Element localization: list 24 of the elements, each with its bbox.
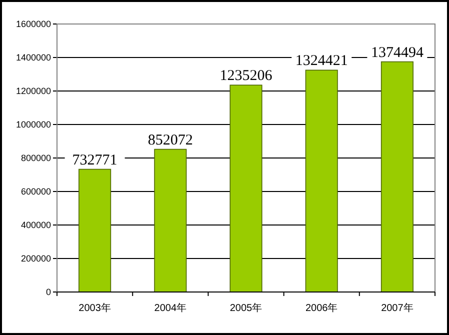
data-label: 732771 [72,152,118,168]
data-label: 1374494 [370,44,424,61]
x-tick-label: 2003年 [78,302,111,314]
y-tick-label: 1600000 [16,19,51,29]
data-label: 1324421 [295,53,348,70]
bar [380,61,414,292]
bar [154,148,187,292]
x-tick-label: 2007年 [381,302,414,314]
y-tick-label: 1200000 [16,86,51,96]
data-label: 852072 [148,132,193,148]
data-label: 1235206 [220,68,273,84]
y-tick-label: 1400000 [16,52,51,62]
bar [230,84,262,292]
y-tick-label: 0 [46,287,51,297]
bar [78,168,112,292]
y-tick-label: 1000000 [16,120,51,130]
x-tick-label: 2006年 [305,302,338,314]
y-tick-label: 800000 [20,153,51,163]
y-tick-label: 200000 [20,254,51,264]
y-tick-label: 400000 [20,220,51,230]
y-tick-label: 600000 [20,186,51,196]
x-tick-label: 2004年 [154,302,187,314]
bar [305,70,338,292]
x-tick-label: 2005年 [230,302,262,314]
